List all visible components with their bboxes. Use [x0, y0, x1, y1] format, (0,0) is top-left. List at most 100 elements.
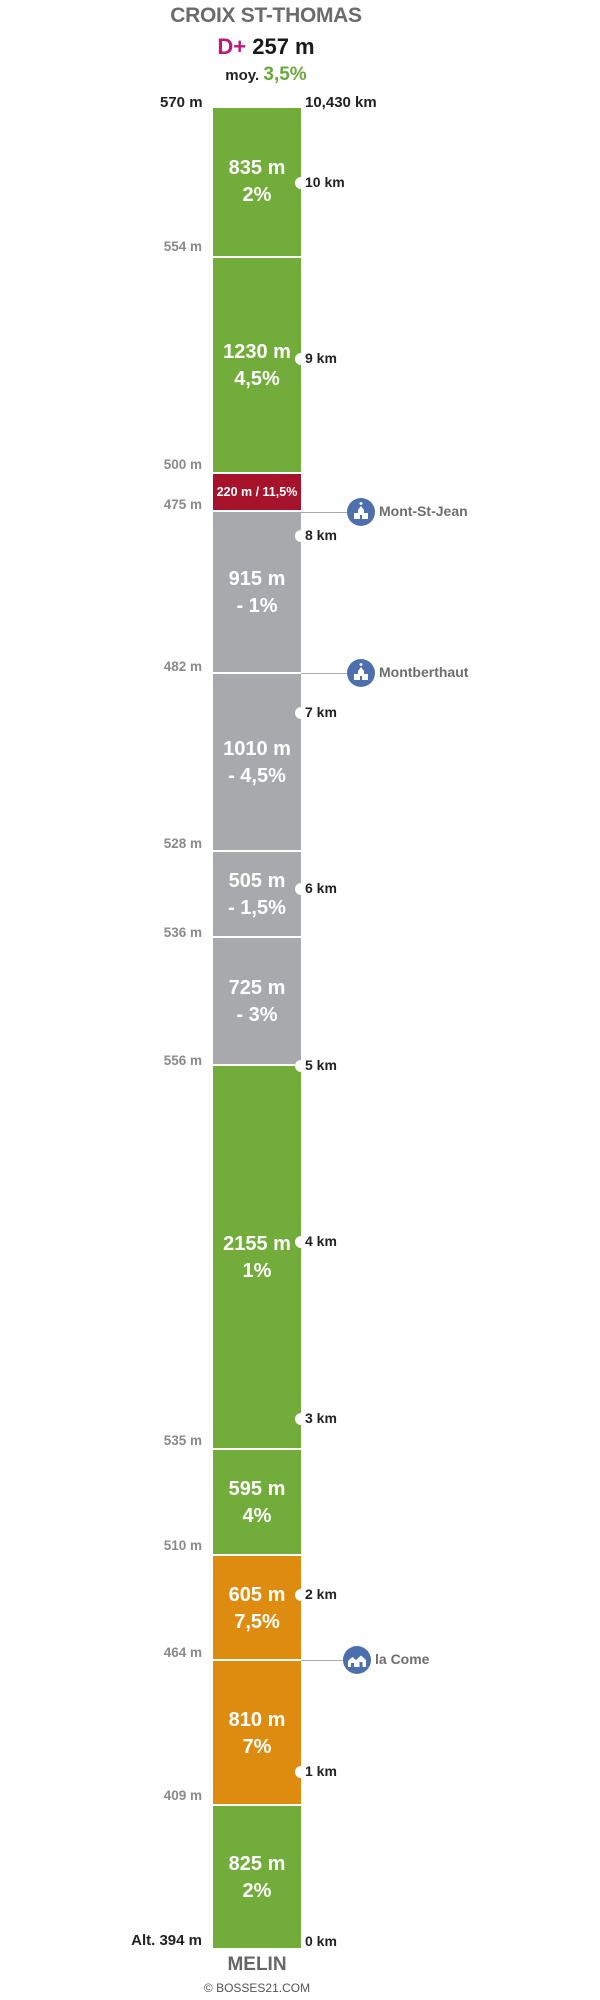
altitude-label: 536 m	[163, 925, 202, 940]
profile-segment: 2155 m 1%	[213, 1064, 301, 1448]
moy-label: moy.	[225, 67, 260, 84]
profile-segment: 220 m / 11,5%	[213, 472, 301, 510]
poi-leader-line	[301, 1660, 343, 1661]
profile-segment: 825 m 2%	[213, 1804, 301, 1948]
segment-grade: 7,5%	[234, 1610, 280, 1633]
start-location: MELIN	[227, 1954, 287, 1975]
segment-label: 505 m - 1,5%	[213, 868, 301, 922]
church-icon	[347, 498, 375, 526]
altitude-label: 528 m	[163, 836, 202, 851]
km-marker-dot	[295, 177, 307, 189]
segment-length: 835 m	[228, 157, 286, 179]
segment-grade: 2%	[242, 184, 272, 206]
km-marker-label: 2 km	[305, 1586, 337, 1602]
km-marker-dot	[295, 1060, 307, 1072]
segment-length: 595 m	[228, 1478, 286, 1500]
segment-grade: - 3%	[236, 1004, 278, 1026]
segment-length: 2155 m	[223, 1233, 291, 1255]
houses-icon	[343, 1646, 371, 1674]
segment-grade: - 4,5%	[228, 765, 286, 787]
segment-length: 725 m	[228, 977, 286, 999]
segment-length: 1010 m	[223, 738, 291, 760]
segment-label: 220 m / 11,5%	[216, 485, 298, 499]
profile-segment: 835 m 2%	[213, 108, 301, 256]
climb-title: CROIX ST-THOMAS	[170, 4, 362, 27]
altitude-label: 535 m	[163, 1433, 202, 1448]
km-marker-label: 1 km	[305, 1763, 337, 1779]
km-marker-dot	[295, 1236, 307, 1248]
poi-label: Montberthaut	[379, 664, 469, 680]
km-marker-dot	[295, 1589, 307, 1601]
segment-label: 915 m - 1%	[213, 566, 301, 620]
altitude-label: 500 m	[163, 457, 202, 472]
profile-segment: 595 m 4%	[213, 1448, 301, 1554]
altitude-label: 464 m	[163, 1645, 202, 1660]
segment-grade: - 1%	[236, 595, 278, 617]
dplus-label: D+	[217, 34, 247, 59]
segment-label: 1230 m 4,5%	[213, 339, 301, 393]
segment-length: 810 m	[228, 1708, 286, 1731]
total-distance: 10,430 km	[305, 94, 377, 111]
elevation-gain: D+ 257 m	[0, 34, 532, 60]
segment-label: 595 m 4%	[213, 1476, 301, 1530]
km-marker-label: 5 km	[305, 1057, 337, 1073]
segment-label: 725 m - 3%	[213, 975, 301, 1029]
km-marker-label: 0 km	[305, 1933, 337, 1949]
segment-length: 825 m	[228, 1853, 286, 1875]
segment-label: 825 m 2%	[213, 1851, 301, 1905]
profile-segment: 1230 m 4,5%	[213, 256, 301, 472]
segment-label: 810 m 7%	[213, 1707, 301, 1761]
profile-column: 835 m 2% 1230 m 4,5% 220 m / 11,5% 915 m - 1% 1…	[213, 108, 301, 1948]
segment-label: 835 m 2%	[213, 155, 301, 209]
church-icon	[347, 659, 375, 687]
km-marker-dot	[295, 883, 307, 895]
altitude-label: 556 m	[163, 1053, 202, 1068]
km-marker-label: 9 km	[305, 350, 337, 366]
altitude-label: 554 m	[163, 239, 202, 254]
profile-segment: 505 m - 1,5%	[213, 850, 301, 936]
km-marker-label: 7 km	[305, 704, 337, 720]
km-marker-dot	[295, 1413, 307, 1425]
km-marker-label: 10 km	[305, 174, 345, 190]
altitude-label: 475 m	[163, 497, 202, 512]
km-marker-dot	[295, 530, 307, 542]
km-marker-dot	[295, 707, 307, 719]
km-marker-label: 8 km	[305, 527, 337, 543]
segment-grade: 4%	[242, 1505, 272, 1527]
profile-segment: 915 m - 1%	[213, 510, 301, 672]
segment-grade: - 1,5%	[228, 897, 286, 919]
segment-length: 1230 m	[223, 341, 291, 363]
top-altitude: 570 m	[160, 94, 203, 111]
moy-value: 3,5%	[263, 64, 307, 85]
segment-label: 605 m 7,5%	[213, 1582, 301, 1636]
dplus-value: 257 m	[252, 34, 315, 59]
segment-label: 2155 m 1%	[213, 1231, 301, 1285]
altitude-label: 510 m	[163, 1538, 202, 1553]
average-grade: moy. 3,5%	[0, 64, 532, 86]
poi-label: Mont-St-Jean	[379, 503, 468, 519]
km-marker-dot	[295, 1766, 307, 1778]
km-marker-dot	[295, 353, 307, 365]
profile-segment: 810 m 7%	[213, 1659, 301, 1804]
segment-grade: 1%	[242, 1260, 272, 1282]
profile-segment: 725 m - 3%	[213, 936, 301, 1064]
segment-grade: 2%	[242, 1880, 272, 1902]
profile-segment: 605 m 7,5%	[213, 1554, 301, 1659]
km-marker-label: 4 km	[305, 1233, 337, 1249]
altitude-label: 482 m	[163, 659, 202, 674]
altitude-label: Alt. 394 m	[131, 1932, 202, 1949]
profile-segment: 1010 m - 4,5%	[213, 672, 301, 850]
km-marker-label: 6 km	[305, 880, 337, 896]
km-marker-label: 3 km	[305, 1410, 337, 1426]
segment-length: 605 m	[228, 1583, 286, 1606]
poi-label: la Come	[375, 1651, 430, 1667]
segment-label: 1010 m - 4,5%	[213, 736, 301, 790]
segment-grade: 7%	[242, 1735, 272, 1758]
credit: © BOSSES21.COM	[203, 1981, 311, 1995]
altitude-label: 409 m	[163, 1788, 202, 1803]
poi-leader-line	[301, 512, 347, 513]
poi-leader-line	[301, 673, 347, 674]
segment-grade: 4,5%	[234, 368, 280, 390]
segment-length: 915 m	[228, 568, 286, 590]
